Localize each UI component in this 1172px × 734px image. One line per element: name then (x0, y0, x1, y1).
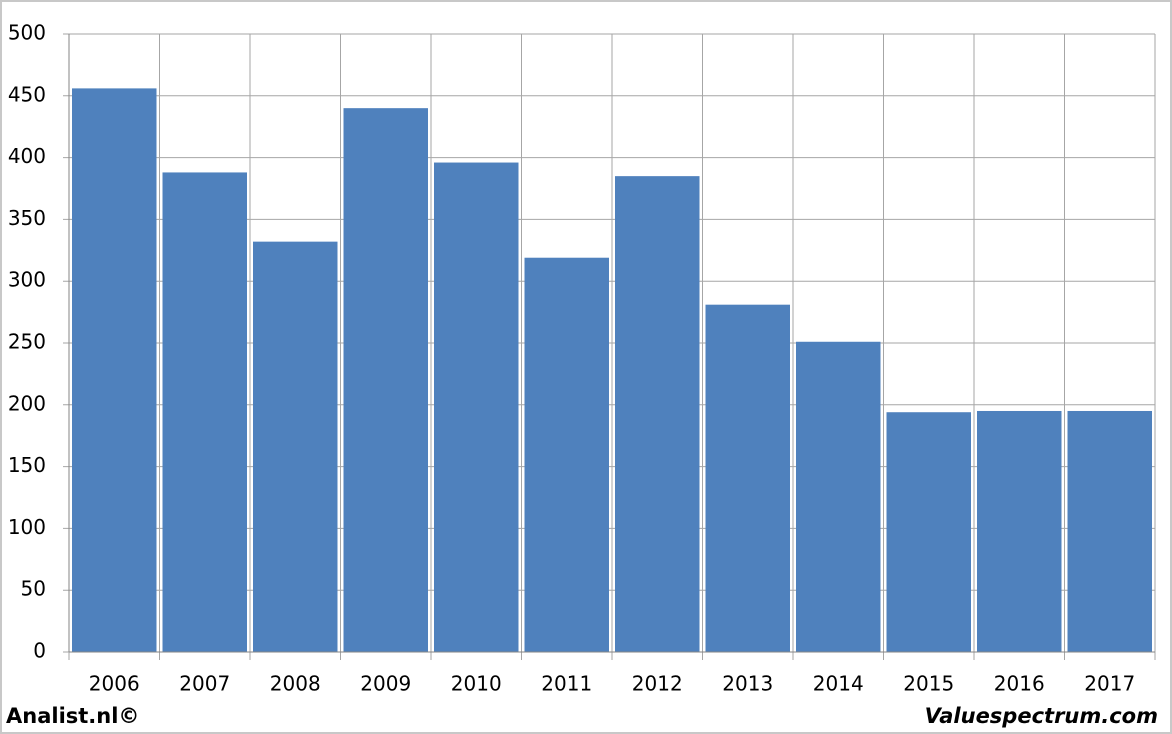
bar (796, 341, 881, 652)
bar (977, 410, 1062, 652)
bar (886, 412, 971, 652)
bar (253, 241, 338, 652)
x-tick-label: 2011 (541, 672, 592, 696)
y-tick-label: 0 (33, 639, 46, 663)
y-tick-label: 350 (8, 206, 46, 230)
x-tick-label: 2009 (360, 672, 411, 696)
bar (434, 162, 519, 652)
bar (615, 176, 700, 652)
y-tick-label: 100 (8, 515, 46, 539)
y-tick-label: 200 (8, 391, 46, 415)
y-tick-label: 150 (8, 453, 46, 477)
x-tick-label: 2006 (89, 672, 140, 696)
x-tick-label: 2007 (179, 672, 230, 696)
x-tick-label: 2012 (632, 672, 683, 696)
bar (1067, 410, 1152, 652)
bar (72, 88, 157, 652)
y-tick-label: 450 (8, 82, 46, 106)
y-tick-label: 500 (8, 21, 46, 45)
x-tick-label: 2008 (270, 672, 321, 696)
watermark: Valuespectrum.com (925, 704, 1158, 728)
bar (162, 172, 247, 652)
source-label: Analist.nl© (6, 704, 139, 728)
x-tick-label: 2014 (813, 672, 864, 696)
y-tick-label: 250 (8, 330, 46, 354)
y-tick-label: 400 (8, 144, 46, 168)
bar (343, 108, 428, 652)
x-tick-label: 2010 (451, 672, 502, 696)
y-tick-label: 300 (8, 268, 46, 292)
x-tick-label: 2016 (994, 672, 1045, 696)
bar (524, 257, 609, 652)
y-tick-label: 50 (21, 577, 46, 601)
x-tick-label: 2015 (903, 672, 954, 696)
bar (705, 304, 790, 652)
x-tick-label: 2017 (1084, 672, 1135, 696)
x-tick-label: 2013 (722, 672, 773, 696)
